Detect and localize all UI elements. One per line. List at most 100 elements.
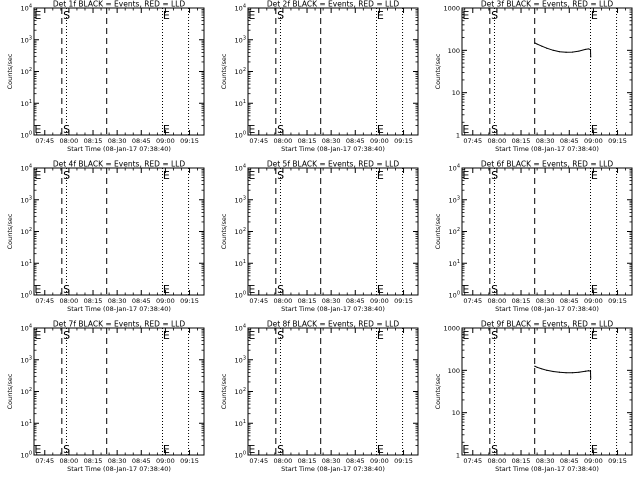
marker-E-top: E [591, 9, 598, 22]
y-tick-label: 101 [235, 259, 246, 268]
x-tick-label: 07:45 [35, 297, 54, 305]
y-tick-label: 101 [235, 419, 246, 428]
y-tick-label: 104 [235, 324, 246, 333]
data-point [546, 47, 548, 49]
plot-frame [461, 7, 633, 136]
chart-title: Det 9f BLACK = Events, RED = LLD [481, 320, 614, 329]
y-tick-label: 104 [235, 4, 246, 13]
y-tick-label: 102 [235, 227, 246, 236]
y-tick-label: 102 [235, 387, 246, 396]
y-axis-label: Counts/sec [220, 53, 228, 89]
y-tick-label: 100 [449, 291, 460, 300]
x-tick-label: 08:45 [132, 297, 151, 305]
x-tick-label: 08:45 [132, 457, 151, 465]
x-tick-label: 08:00 [60, 297, 79, 305]
marker-E-bottom: E [591, 443, 598, 456]
y-tick-label: 101 [21, 259, 32, 268]
x-tick-label: 09:00 [370, 297, 389, 305]
x-tick-label: 09:00 [370, 457, 389, 465]
x-axis-label: Start Time (08-Jan-17 07:38:40) [67, 465, 171, 473]
x-tick-label: 09:15 [394, 297, 413, 305]
plot-frame [461, 327, 633, 456]
y-tick-label: 10 [452, 89, 460, 97]
y-tick-label: 1 [456, 132, 460, 140]
x-tick-label: 08:00 [488, 457, 507, 465]
x-axis-label: Start Time (08-Jan-17 07:38:40) [281, 145, 385, 153]
plot-frame [33, 327, 205, 456]
y-tick-label: 102 [449, 227, 460, 236]
y-tick-label: 103 [235, 195, 246, 204]
data-point [559, 51, 561, 53]
y-axis-label: Counts/sec [6, 213, 14, 249]
y-axis-label: Counts/sec [6, 373, 14, 409]
chart-title: Det 4f BLACK = Events, RED = LLD [53, 160, 186, 169]
chart-title: Det 3f BLACK = Events, RED = LLD [481, 0, 614, 9]
y-tick-label: 103 [21, 195, 32, 204]
x-axis-label: Start Time (08-Jan-17 07:38:40) [495, 465, 599, 473]
marker-E-bottom: E [163, 283, 170, 296]
y-tick-label: 103 [21, 355, 32, 364]
marker-E-bottom: E [248, 283, 255, 296]
y-tick-label: 100 [235, 451, 246, 460]
x-axis-label: Start Time (08-Jan-17 07:38:40) [495, 145, 599, 153]
marker-E-top: E [377, 9, 384, 22]
x-tick-label: 07:45 [249, 137, 268, 145]
data-point [565, 51, 567, 53]
x-tick-label: 08:00 [274, 457, 293, 465]
chart-panel-det5f: Det 5f BLACK = Events, RED = LLD 104 103 10… [220, 160, 419, 313]
marker-E-bottom: E [248, 443, 255, 456]
x-tick-label: 08:15 [84, 297, 103, 305]
y-tick-label: 1 [456, 452, 460, 460]
x-axis-label: Start Time (08-Jan-17 07:38:40) [495, 305, 599, 313]
chart-title: Det 8f BLACK = Events, RED = LLD [267, 320, 400, 329]
x-tick-label: 09:00 [584, 457, 603, 465]
marker-S-bottom: S [63, 123, 70, 136]
marker-E-top: E [248, 9, 255, 22]
marker-E-top: E [462, 329, 469, 342]
x-tick-label: 07:45 [35, 457, 54, 465]
series-line-0 [534, 365, 592, 379]
marker-S-top: S [277, 9, 284, 22]
marker-E-bottom: E [377, 123, 384, 136]
data-point [546, 369, 548, 371]
data-point [589, 49, 592, 51]
marker-E-top: E [248, 329, 255, 342]
data-point [536, 43, 538, 45]
data-point [534, 42, 536, 44]
plot-frame [33, 7, 205, 136]
marker-S-top: S [63, 329, 70, 342]
marker-S-top: S [491, 329, 498, 342]
chart-title: Det 1f BLACK = Events, RED = LLD [53, 0, 186, 9]
x-tick-label: 08:30 [536, 137, 555, 145]
data-point [590, 377, 592, 379]
marker-S-bottom: S [277, 123, 284, 136]
x-tick-label: 09:15 [180, 137, 199, 145]
marker-E-bottom: E [462, 443, 469, 456]
y-tick-label: 104 [235, 164, 246, 173]
y-tick-label: 100 [235, 291, 246, 300]
x-tick-label: 07:45 [463, 297, 482, 305]
marker-S-top: S [63, 9, 70, 22]
chart-panel-det8f: Det 8f BLACK = Events, RED = LLD 104 103 10… [220, 320, 419, 473]
data-point [565, 372, 567, 374]
y-tick-label: 102 [21, 227, 32, 236]
x-tick-label: 08:30 [108, 297, 127, 305]
y-axis-label: Counts/sec [220, 373, 228, 409]
data-point [571, 51, 574, 53]
x-tick-label: 08:00 [488, 137, 507, 145]
y-tick-label: 100 [235, 131, 246, 140]
data-point [584, 48, 586, 51]
x-tick-label: 09:00 [156, 137, 175, 145]
y-tick-label: 102 [21, 387, 32, 396]
marker-S-bottom: S [491, 123, 498, 136]
x-tick-label: 08:30 [536, 297, 555, 305]
x-tick-label: 08:15 [84, 457, 103, 465]
data-point [541, 368, 543, 370]
data-point [534, 365, 536, 367]
marker-E-bottom: E [248, 123, 255, 136]
x-tick-label: 08:30 [322, 297, 341, 305]
x-tick-label: 08:15 [298, 297, 317, 305]
x-tick-label: 08:45 [560, 137, 579, 145]
y-axis-label: Counts/sec [6, 53, 14, 89]
chart-panel-det6f: Det 6f BLACK = Events, RED = LLD 104 103 10… [434, 160, 633, 313]
